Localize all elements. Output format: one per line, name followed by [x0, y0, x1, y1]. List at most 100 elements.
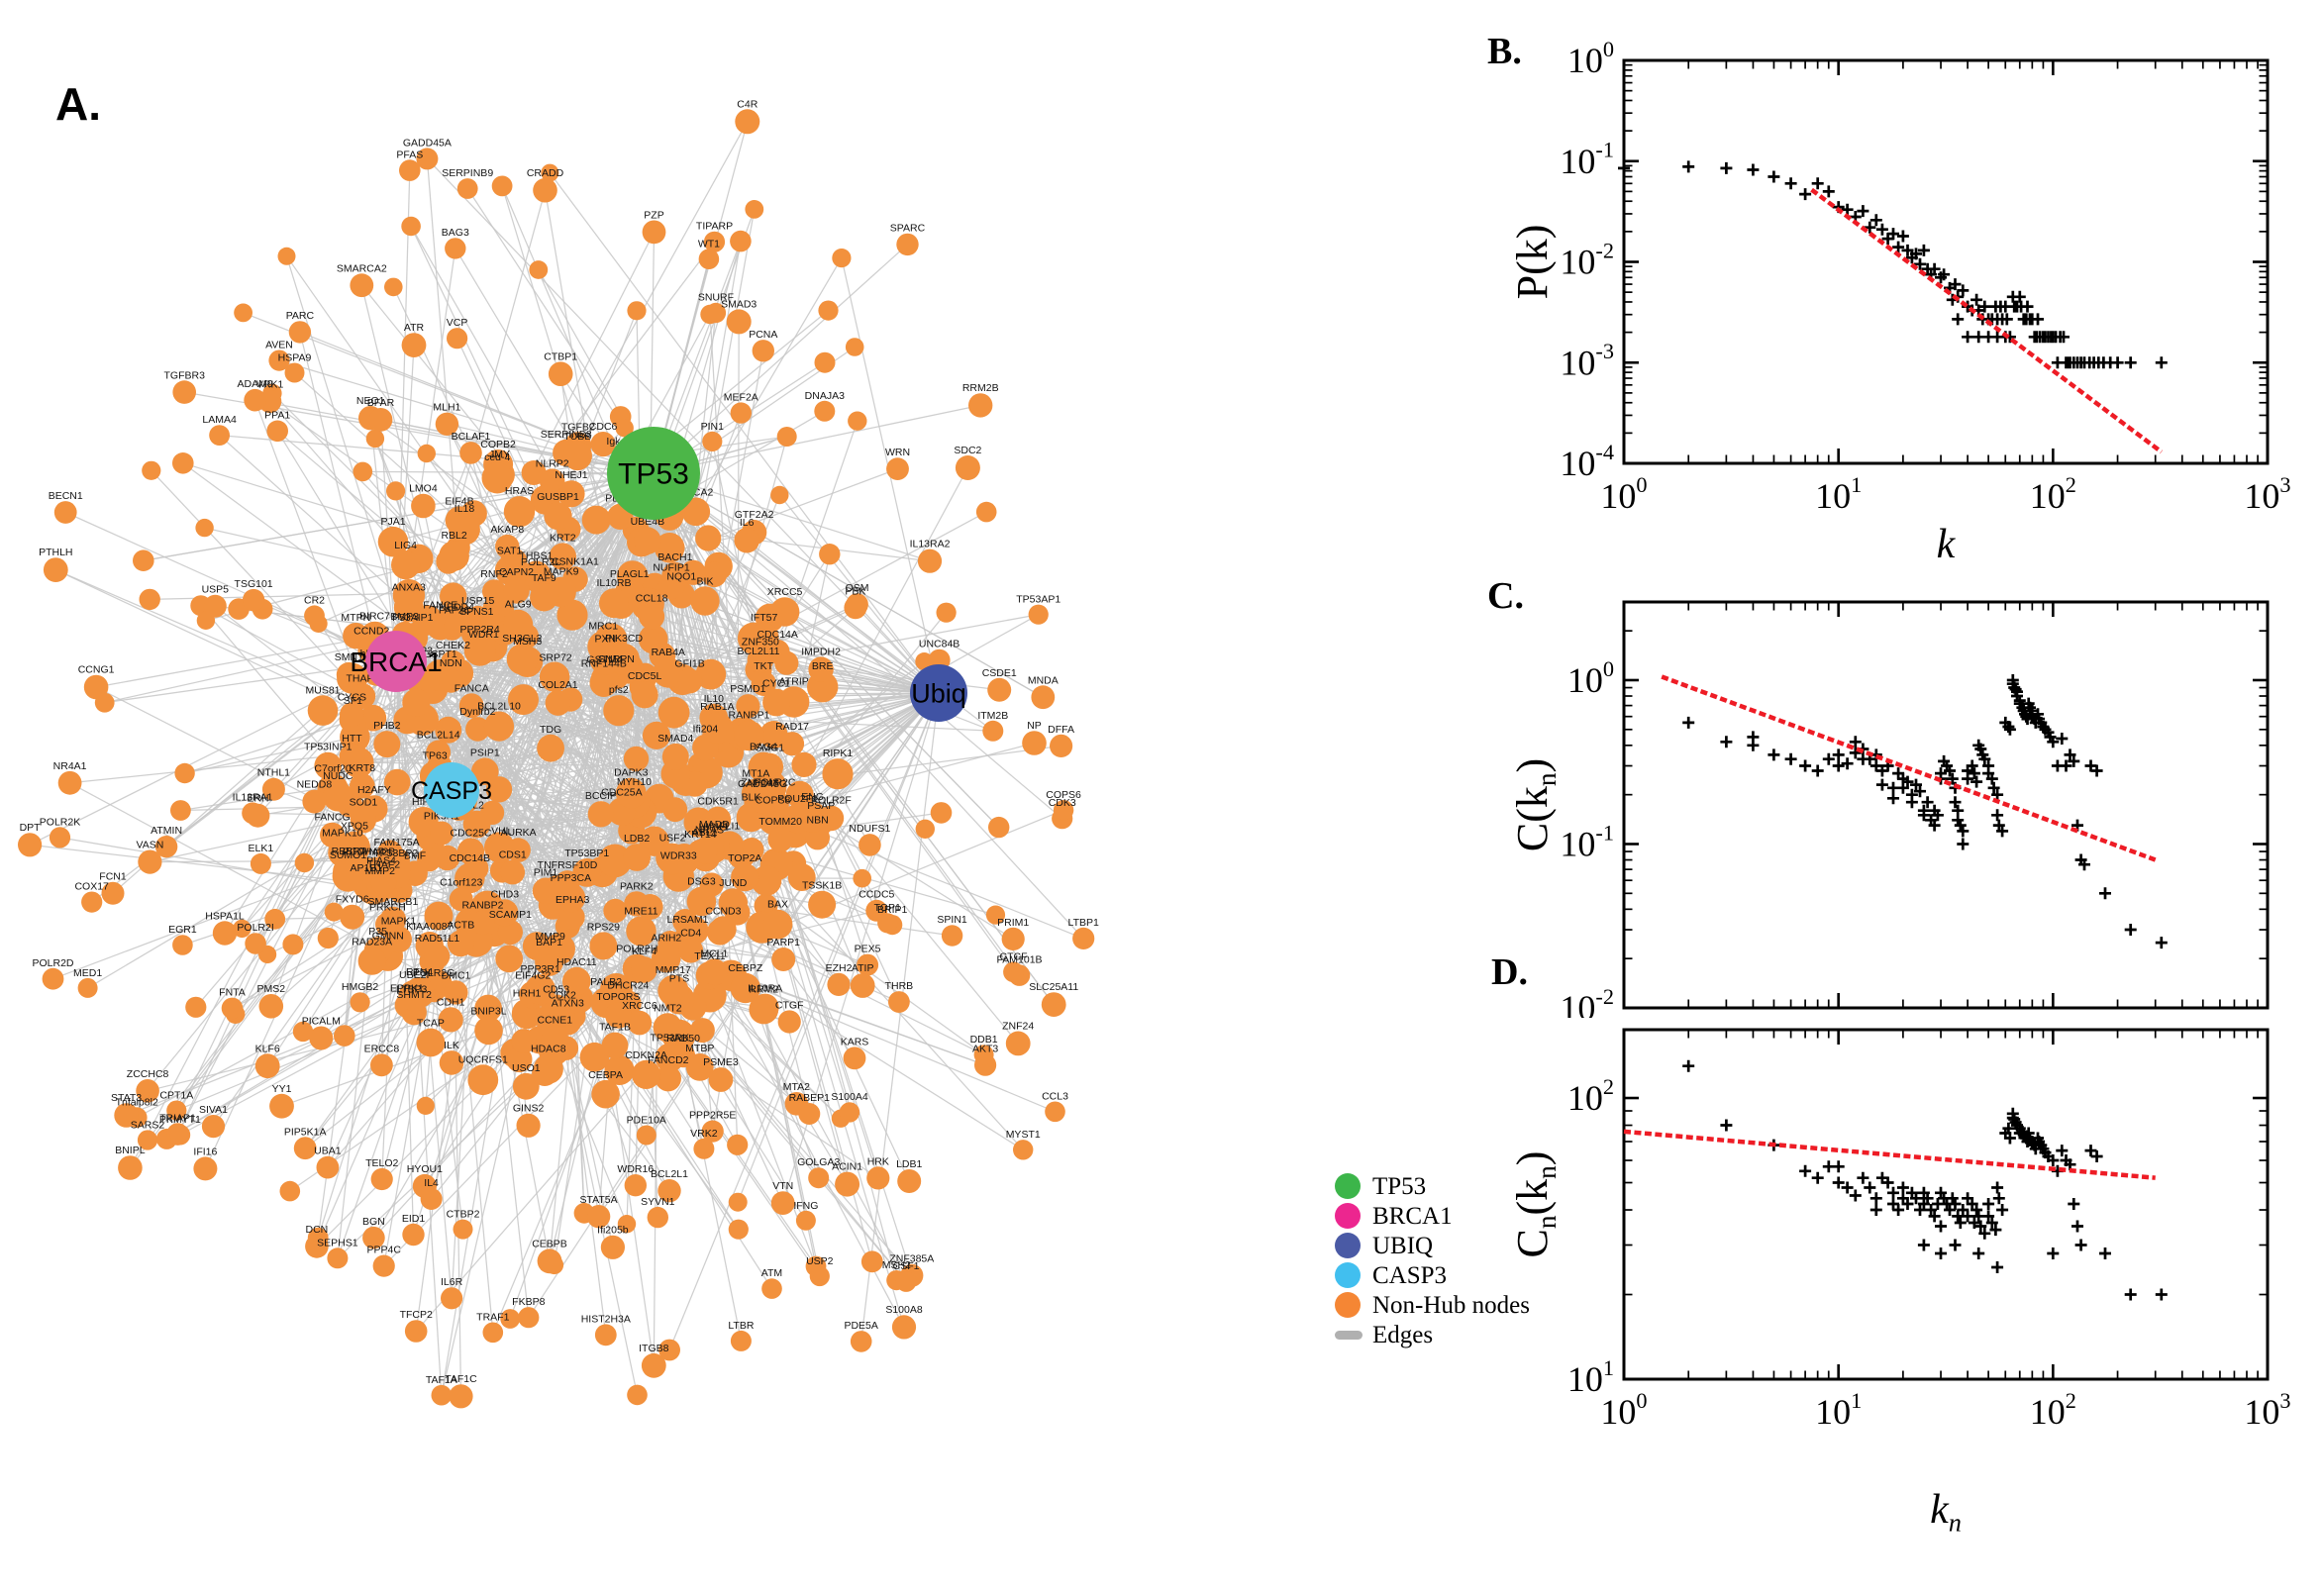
network-node-label: LTBP3 — [396, 983, 427, 995]
network-node — [350, 992, 370, 1013]
network-node-label: POU2F1 — [777, 793, 818, 805]
network-node-label: DDB1 — [970, 1034, 998, 1046]
network-node-label: PDE10A — [627, 1114, 666, 1126]
network-node-label: TP53BP1 — [564, 848, 609, 859]
network-node-label: HDAC8 — [531, 1044, 566, 1055]
network-node — [435, 845, 460, 871]
network-node-label: GTF2A2 — [735, 509, 774, 521]
network-node — [771, 948, 796, 971]
network-edge — [302, 472, 655, 1033]
network-node-label: CDC25C — [450, 827, 491, 839]
network-node — [791, 751, 817, 778]
network-node — [370, 1167, 393, 1191]
network-node — [975, 501, 997, 523]
network-node — [456, 838, 485, 865]
network-node-label: ERCC8 — [364, 1043, 400, 1054]
hub-label-tp53: TP53 — [618, 458, 689, 491]
network-node-label: TOPORS — [596, 991, 640, 1003]
network-node-label: ITM2B — [977, 710, 1008, 722]
network-node — [809, 1265, 830, 1287]
ubiq-color-dot-icon — [1335, 1233, 1361, 1258]
network-node-label: HRAS — [505, 485, 534, 497]
svg-text:103: 103 — [2244, 1388, 2290, 1432]
network-edge — [327, 957, 510, 1168]
network-node-label: MLH1 — [433, 402, 460, 414]
network-node-label: PHB2 — [373, 720, 401, 732]
network-node-label: OSM — [846, 582, 869, 594]
network-node-label: PRKCH — [369, 901, 406, 913]
network-node — [662, 797, 688, 823]
network-node-label: CYCS — [338, 691, 366, 703]
network-node — [372, 1254, 395, 1277]
network-node — [982, 720, 1004, 742]
network-node-label: ATMIN — [151, 825, 182, 837]
network-node — [639, 603, 665, 630]
network-node — [353, 461, 373, 482]
network-node — [599, 588, 629, 619]
network-node-label: VTN — [772, 1180, 793, 1192]
network-node-label: RIPK1 — [823, 748, 854, 759]
network-node — [782, 803, 813, 834]
network-node-label: ZNF148 — [741, 777, 778, 789]
network-node — [541, 163, 559, 182]
network-node-label: CSDE1 — [982, 667, 1017, 679]
network-node — [594, 1324, 617, 1347]
network-node — [170, 800, 191, 821]
network-node-label: CYC1 — [762, 678, 790, 690]
svg-text:102: 102 — [2030, 472, 2076, 516]
network-node — [449, 887, 473, 912]
network-node — [657, 1179, 681, 1203]
network-node-label: ZCCHC8 — [127, 1068, 169, 1080]
network-node — [850, 1331, 872, 1352]
svg-text:101: 101 — [1815, 1388, 1862, 1432]
network-node-label: CTGF — [775, 999, 804, 1011]
network-node-label: AKT3 — [972, 1044, 998, 1055]
network-node — [317, 927, 339, 949]
network-node — [762, 688, 790, 717]
network-node-label: PALB2 — [590, 976, 622, 988]
network-node — [615, 777, 647, 809]
network-node — [896, 233, 919, 256]
network-node-label: USO1 — [512, 1062, 541, 1074]
network-node — [288, 321, 312, 344]
network-node — [474, 994, 502, 1023]
network-node — [603, 695, 635, 727]
network-node-label: TEX11 — [694, 950, 725, 962]
network-node-label: IL4 — [424, 1177, 439, 1189]
network-node-label: C7orf20 — [314, 762, 352, 774]
network-node — [373, 731, 401, 758]
network-node — [261, 777, 285, 801]
network-node-label: FAM101B — [996, 953, 1042, 965]
network-node — [350, 807, 376, 834]
network-node — [624, 891, 650, 917]
network-node — [642, 220, 666, 245]
network-node — [549, 543, 576, 570]
network-node — [987, 677, 1012, 702]
network-node — [545, 690, 571, 716]
network-node-label: BACH1 — [657, 551, 692, 563]
network-node-label: MMP17 — [656, 964, 691, 976]
network-node-label: CPT1A — [159, 1090, 193, 1102]
network-node — [632, 1059, 661, 1089]
network-node-label: DHCR24 — [607, 980, 649, 992]
network-node-label: IFNG — [793, 1200, 818, 1212]
network-edge — [549, 172, 940, 694]
network-node-label: STAT3 — [111, 1092, 142, 1104]
network-node-label: POLR2C — [754, 776, 795, 788]
network-node — [350, 683, 376, 709]
network-node-label: DMC1 — [442, 969, 471, 981]
network-node-label: PPA1 — [264, 410, 290, 422]
network-node — [424, 901, 454, 931]
panel-c-label: C. — [1487, 575, 1524, 617]
network-node-label: TRIAP1 — [159, 1112, 196, 1124]
legend-item-nonhub: Non-Hub nodes — [1335, 1290, 1530, 1320]
network-node-label: TP53INP1 — [304, 742, 353, 753]
network-node-label: USF2 — [659, 833, 686, 845]
panel-b-label: B. — [1487, 31, 1522, 72]
network-node — [529, 260, 549, 279]
network-node-label: PKMYT1 — [159, 1114, 201, 1126]
network-edge — [653, 472, 1084, 940]
network-node-label: TOP2A — [728, 852, 761, 864]
network-node — [681, 497, 711, 527]
